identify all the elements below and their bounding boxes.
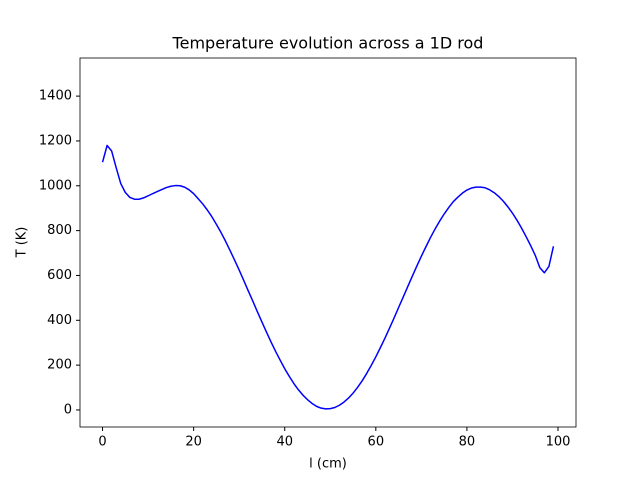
y-tick-label: 0: [64, 402, 72, 417]
y-tick-label: 600: [47, 268, 72, 283]
chart-title: Temperature evolution across a 1D rod: [172, 34, 484, 53]
x-tick-label: 0: [98, 435, 106, 450]
x-tick-label: 100: [546, 435, 571, 450]
x-axis-label: l (cm): [309, 457, 347, 472]
plot-frame: [79, 57, 577, 428]
y-tick-label: 1200: [39, 133, 72, 148]
y-tick-label: 200: [47, 358, 72, 373]
line: [101, 144, 555, 410]
x-tick-label: 20: [185, 435, 202, 450]
y-tick-label: 800: [47, 223, 72, 238]
y-tick-label: 400: [47, 313, 72, 328]
y-tick-label: 1400: [39, 89, 72, 104]
x-tick-label: 60: [368, 435, 385, 450]
x-tick-label: 80: [459, 435, 476, 450]
y-tick-label: 1000: [39, 178, 72, 193]
x-tick-label: 40: [276, 435, 293, 450]
y-axis-label: T (K): [15, 227, 30, 259]
